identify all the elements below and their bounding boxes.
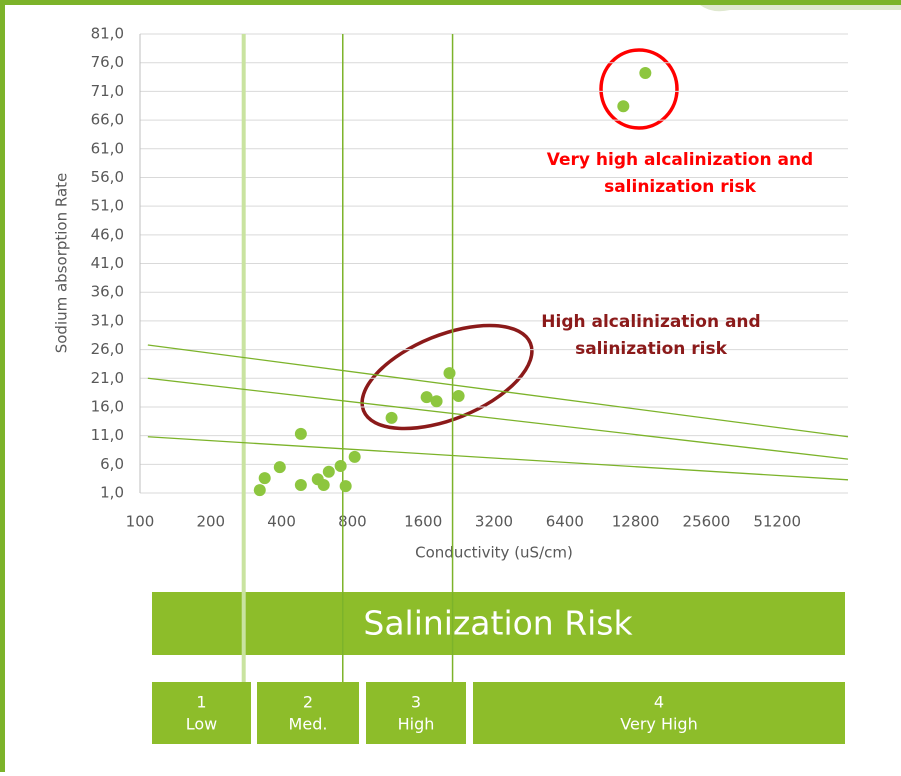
data-point [322, 465, 335, 478]
annotation-text: High alcalinization and [541, 312, 760, 332]
data-point [253, 484, 266, 497]
x-tick-label: 6400 [546, 513, 584, 531]
x-tick-label: 400 [267, 513, 296, 531]
y-tick-label: 6,0 [100, 455, 124, 473]
annotation-text: Very high alcalinization and [547, 150, 813, 170]
risk-banner [152, 592, 845, 655]
risk-class-label: Low [186, 715, 218, 734]
y-tick-label: 66,0 [91, 111, 124, 129]
risk-class-label: Very High [620, 715, 697, 734]
data-point [617, 100, 630, 113]
data-point [430, 395, 443, 408]
risk-class-number: 1 [196, 693, 206, 712]
y-tick-label: 81,0 [91, 25, 124, 43]
data-point [294, 478, 307, 491]
y-tick-label: 21,0 [91, 369, 124, 387]
x-tick-label: 25600 [683, 513, 731, 531]
y-axis-title: Sodium absorption Rate [53, 173, 71, 354]
risk-class-box [152, 682, 251, 744]
data-point [334, 460, 347, 473]
boundary-line [147, 436, 849, 481]
risk-class-box [257, 682, 359, 744]
y-tick-label: 1,0 [100, 484, 124, 502]
y-tick-label: 16,0 [91, 397, 124, 415]
y-tick-label: 51,0 [91, 197, 124, 215]
risk-class-box [366, 682, 466, 744]
risk-class-label: Med. [289, 715, 328, 734]
risk-class-label: High [398, 715, 435, 734]
data-point [385, 411, 398, 424]
data-point [339, 480, 352, 493]
x-tick-label: 51200 [753, 513, 801, 531]
decoration [700, 5, 901, 12]
annotation-circle [599, 48, 679, 130]
x-tick-label: 200 [196, 513, 225, 531]
y-tick-label: 31,0 [91, 311, 124, 329]
risk-class-number: 2 [303, 693, 313, 712]
risk-banner-title: Salinization Risk [363, 604, 633, 643]
y-tick-label: 46,0 [91, 225, 124, 243]
boundary-line [147, 377, 849, 460]
annotation-ellipse [360, 323, 534, 431]
data-point [443, 367, 456, 380]
data-point [294, 427, 307, 440]
y-tick-label: 26,0 [91, 340, 124, 358]
y-tick-label: 11,0 [91, 426, 124, 444]
y-tick-label: 71,0 [91, 82, 124, 100]
x-tick-label: 3200 [475, 513, 513, 531]
risk-class-number: 4 [654, 693, 664, 712]
x-axis-title: Conductivity (uS/cm) [415, 544, 573, 562]
y-tick-label: 41,0 [91, 254, 124, 272]
data-point [420, 391, 433, 404]
frame-left [0, 0, 5, 772]
x-tick-label: 1600 [404, 513, 442, 531]
y-tick-label: 61,0 [91, 139, 124, 157]
data-point [452, 390, 465, 403]
y-tick-label: 36,0 [91, 283, 124, 301]
boundary-line [147, 344, 849, 438]
annotation-text: salinization risk [604, 177, 757, 197]
x-tick-label: 800 [338, 513, 367, 531]
data-point [317, 478, 330, 491]
data-point [639, 67, 652, 80]
y-tick-label: 56,0 [91, 168, 124, 186]
risk-class-box [473, 682, 845, 744]
data-point [348, 450, 361, 463]
y-tick-label: 76,0 [91, 53, 124, 71]
annotation-text: salinization risk [575, 339, 728, 359]
x-tick-label: 12800 [612, 513, 660, 531]
risk-class-number: 3 [411, 693, 421, 712]
x-tick-label: 100 [126, 513, 155, 531]
data-point [258, 472, 271, 485]
data-point [273, 461, 286, 474]
frame-top [0, 0, 901, 5]
